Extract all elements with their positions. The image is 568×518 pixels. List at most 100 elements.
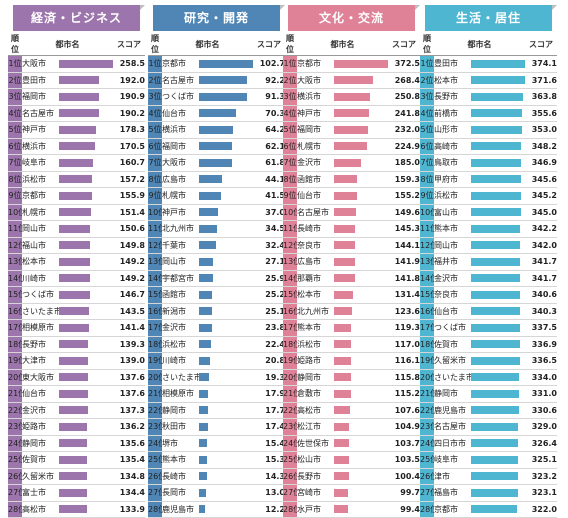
city-name: 浜松市 xyxy=(162,336,199,353)
bar-cell xyxy=(199,501,253,518)
rank-cell: 11位 xyxy=(420,220,434,238)
score-value: 258.5 xyxy=(113,55,145,73)
rank-cell: 21位 xyxy=(420,385,434,403)
score-bar xyxy=(199,472,207,481)
score-bar xyxy=(334,142,367,151)
city-name: 豊田市 xyxy=(434,55,471,73)
score-header: スコア xyxy=(253,33,285,56)
rank-cell: 24位 xyxy=(148,435,162,452)
score-bar xyxy=(471,92,524,101)
city-header: 都市名 xyxy=(162,33,253,56)
score-bar xyxy=(59,224,91,233)
score-header: スコア xyxy=(388,33,420,56)
score-bar xyxy=(59,373,88,382)
bar-cell xyxy=(199,468,253,485)
table-row: 13位福井市 341.7 xyxy=(420,253,557,271)
bar-cell xyxy=(199,253,253,271)
bar-cell xyxy=(471,138,525,155)
city-name: つくば市 xyxy=(162,88,199,106)
rank-cell: 12位 xyxy=(8,237,22,254)
city-name: 金沢市 xyxy=(22,402,59,419)
city-name: 高松市 xyxy=(297,402,334,419)
ranking-page: 経済・ビジネス 順位 都市名 スコア 1位 大阪市 258.5 2位 豊田市 192.0 3位 福岡市… xyxy=(8,5,557,518)
bar-cell xyxy=(59,237,113,254)
score-value: 345.0 xyxy=(525,204,557,221)
score-value: 141.8 xyxy=(388,270,420,287)
score-value: 336.9 xyxy=(525,336,557,353)
city-name: 浜松市 xyxy=(297,336,334,353)
header-row: 順位 都市名 スコア xyxy=(283,33,420,56)
score-value: 139.0 xyxy=(113,352,145,370)
bar-cell xyxy=(59,187,113,205)
bar-cell xyxy=(334,187,388,205)
rank-cell: 4位 xyxy=(420,105,434,122)
bar-cell xyxy=(334,484,388,502)
score-bar xyxy=(334,191,357,200)
table-row: 23位松江市 104.9 xyxy=(283,418,420,436)
bar-cell xyxy=(199,121,253,139)
bar-cell xyxy=(471,72,525,89)
city-name: 奈良市 xyxy=(434,286,471,304)
rank-cell: 8位 xyxy=(148,171,162,188)
score-bar xyxy=(334,125,368,134)
score-bar xyxy=(334,406,350,415)
rank-cell: 20位 xyxy=(8,369,22,386)
score-value: 123.6 xyxy=(388,303,420,320)
bar-cell xyxy=(334,237,388,254)
score-value: 115.8 xyxy=(388,369,420,386)
bar-cell xyxy=(471,105,525,122)
score-bar xyxy=(199,125,233,134)
score-value: 190.9 xyxy=(113,88,145,106)
ranking-table: 順位 都市名 スコア 1位 京都市 102.7 2位 名古屋市 92.2 3位 つくば市 91.3 4位… xyxy=(148,33,285,518)
score-value: 139.3 xyxy=(113,336,145,353)
bar-cell xyxy=(334,385,388,403)
city-name: つくば市 xyxy=(22,286,59,304)
table-row: 6位 高崎市 348.2 xyxy=(420,138,557,155)
city-name: 甲府市 xyxy=(434,171,471,188)
rank-cell: 27位 xyxy=(148,484,162,502)
score-bar xyxy=(334,257,355,266)
rank-cell: 12位 xyxy=(420,237,434,254)
score-value: 15.4 xyxy=(253,435,285,452)
bar-cell xyxy=(59,55,113,73)
score-bar xyxy=(471,455,518,464)
table-row: 4位 名古屋市 190.2 xyxy=(8,105,145,122)
city-name: 福岡市 xyxy=(297,121,334,139)
table-row: 23位名古屋市 329.0 xyxy=(420,418,557,436)
city-name: 仙台市 xyxy=(162,105,199,122)
city-name: 宇都宮市 xyxy=(162,270,199,287)
rank-cell: 26位 xyxy=(283,468,297,485)
bar-cell xyxy=(334,105,388,122)
rank-cell: 7位 xyxy=(148,154,162,172)
score-value: 119.3 xyxy=(388,319,420,337)
bar-cell xyxy=(59,253,113,271)
rank-cell: 4位 xyxy=(283,105,297,122)
ranking-panel: 文化・交流 順位 都市名 スコア 1位 京都市 372.5 2位 大阪市 268.4 3位 横浜市 25… xyxy=(283,5,420,518)
city-name: 山形市 xyxy=(434,121,471,139)
score-bar xyxy=(199,76,248,85)
bar-cell xyxy=(334,352,388,370)
city-name: 金沢市 xyxy=(297,154,334,172)
table-row: 28位京都市 322.0 xyxy=(420,501,557,518)
rank-cell: 6位 xyxy=(148,138,162,155)
score-value: 149.2 xyxy=(113,253,145,271)
bar-cell xyxy=(199,187,253,205)
city-name: 秋田市 xyxy=(162,418,199,436)
bar-cell xyxy=(334,138,388,155)
rank-cell: 25位 xyxy=(283,451,297,469)
bar-cell xyxy=(471,352,525,370)
bar-cell xyxy=(199,72,253,89)
rank-cell: 5位 xyxy=(8,121,22,139)
bar-cell xyxy=(471,418,525,436)
ranking-panel: 生活・居住 順位 都市名 スコア 1位 豊田市 374.1 2位 松本市 371.6 3位 長野市 36… xyxy=(420,5,557,518)
rank-cell: 24位 xyxy=(283,435,297,452)
city-name: 鳥取市 xyxy=(434,154,471,172)
bar-cell xyxy=(334,88,388,106)
city-name: 福山市 xyxy=(22,237,59,254)
score-value: 25.1 xyxy=(253,303,285,320)
bar-cell xyxy=(471,451,525,469)
bar-cell xyxy=(59,369,113,386)
table-row: 23位秋田市 17.4 xyxy=(148,418,285,436)
rank-cell: 1位 xyxy=(420,55,434,73)
score-value: 178.3 xyxy=(113,121,145,139)
